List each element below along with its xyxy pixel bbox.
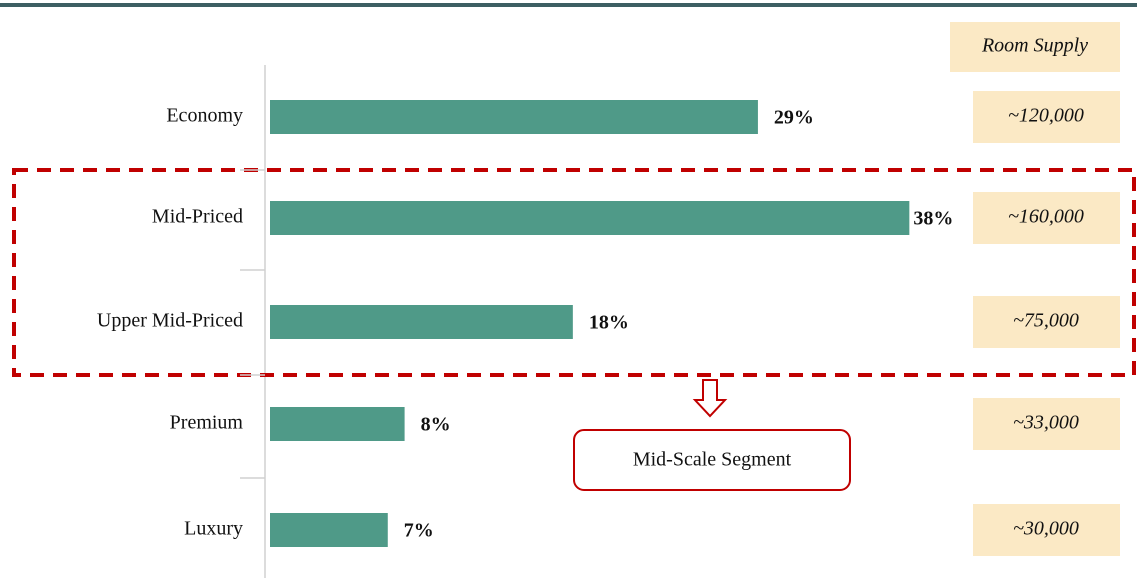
- bar: [270, 201, 910, 235]
- side-label: ~75,000: [1013, 310, 1079, 332]
- category-label: Economy: [166, 105, 243, 127]
- side-label: ~30,000: [1013, 518, 1079, 540]
- category-label: Luxury: [184, 518, 243, 540]
- bar: [270, 407, 405, 441]
- bar: [270, 305, 573, 339]
- value-label: 7%: [404, 520, 434, 542]
- side-header-box: [950, 22, 1120, 72]
- side-label: ~120,000: [1008, 105, 1084, 127]
- category-label: Premium: [170, 412, 244, 434]
- arrow: [692, 379, 728, 418]
- side-box: [973, 296, 1120, 348]
- category-label: Mid-Priced: [152, 206, 243, 228]
- side-box: [973, 91, 1120, 143]
- value-label: 8%: [421, 414, 451, 436]
- side-label: ~33,000: [1013, 412, 1079, 434]
- bar: [270, 100, 758, 134]
- side-label: ~160,000: [1008, 206, 1084, 228]
- value-label: 29%: [774, 107, 814, 129]
- top-rule: [0, 3, 1137, 7]
- side-box: [973, 192, 1120, 244]
- category-label: Upper Mid-Priced: [97, 310, 243, 332]
- annotation: Mid-Scale Segment: [633, 449, 792, 471]
- side-box: [973, 398, 1120, 450]
- bar: [270, 513, 388, 547]
- side-box: [973, 504, 1120, 556]
- annotation-box: [573, 429, 851, 491]
- highlight-box: [12, 168, 1136, 377]
- side-header: Room Supply: [981, 35, 1088, 57]
- value-label: 38%: [913, 208, 953, 230]
- value-label: 18%: [589, 312, 629, 334]
